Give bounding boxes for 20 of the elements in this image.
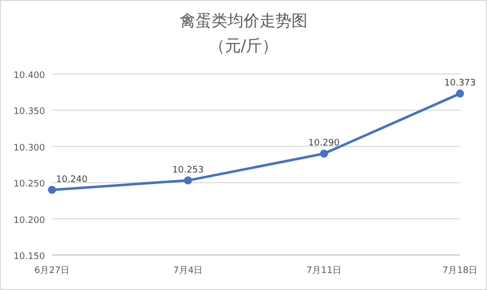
data-label: 10.290	[308, 138, 340, 149]
chart-subtitle: （元/斤）	[208, 36, 278, 55]
x-tick-label: 7月18日	[442, 266, 478, 276]
chart-title: 禽蛋类均价走势图	[180, 11, 308, 30]
y-tick-label: 10.150	[14, 252, 46, 262]
data-label: 10.253	[172, 165, 204, 176]
data-label: 10.240	[56, 174, 88, 185]
data-label: 10.373	[444, 78, 476, 89]
y-tick-label: 10.400	[14, 71, 46, 81]
x-tick-label: 6月27日	[34, 266, 70, 276]
y-tick-label: 10.250	[14, 180, 46, 190]
point	[456, 90, 464, 98]
point	[184, 176, 192, 184]
point	[48, 186, 56, 194]
y-tick-label: 10.350	[14, 107, 46, 118]
y-tick-label: 10.300	[14, 143, 46, 154]
x-tick-label: 7月11日	[306, 266, 342, 276]
x-tick-label: 7月4日	[173, 266, 203, 276]
point	[320, 150, 328, 158]
y-tick-label: 10.200	[14, 216, 46, 226]
